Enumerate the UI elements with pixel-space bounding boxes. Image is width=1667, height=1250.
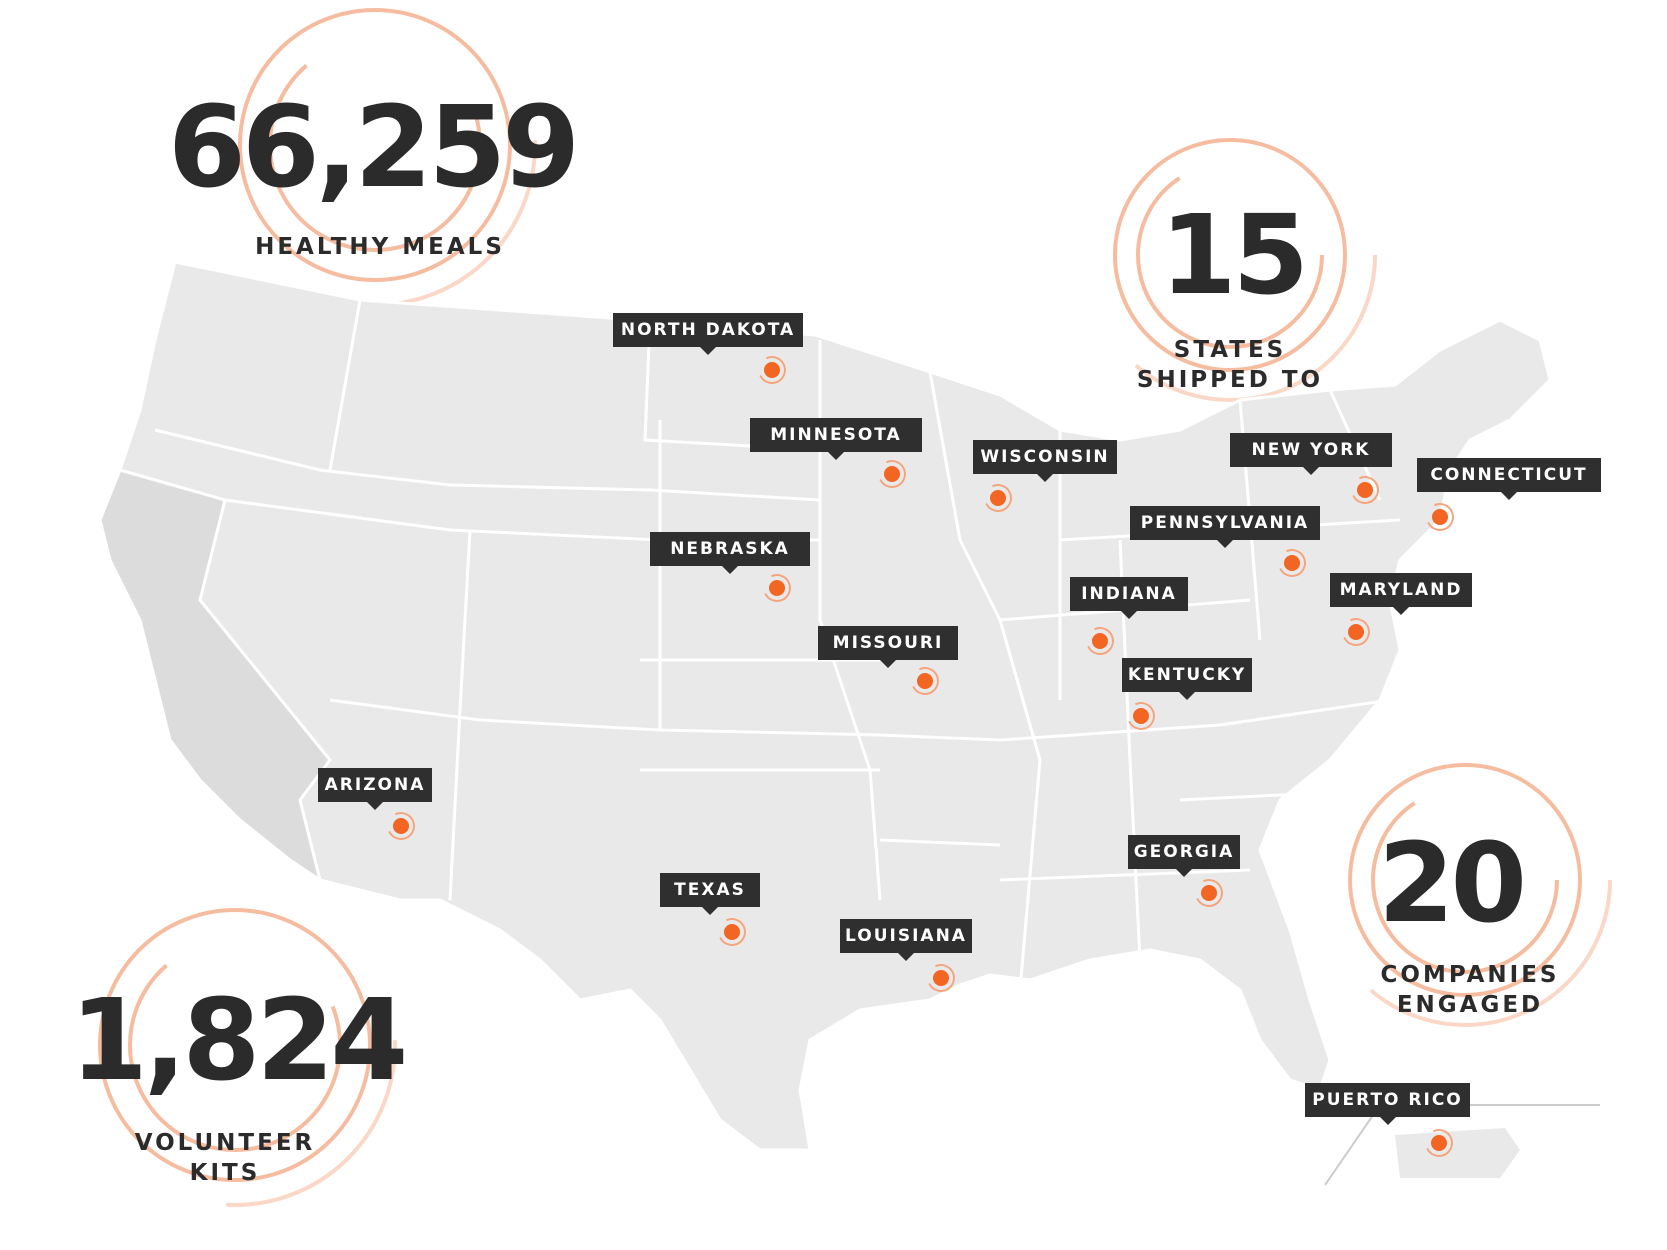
california-shape bbox=[98, 468, 332, 884]
tag-kentucky: KENTUCKY bbox=[1122, 658, 1252, 700]
tag-texas: TEXAS bbox=[660, 873, 760, 915]
tag-new-york: NEW YORK bbox=[1230, 433, 1392, 475]
kits-label-line1: VOLUNTEER bbox=[134, 1130, 316, 1156]
tag-indiana: INDIANA bbox=[1070, 577, 1188, 619]
meals-count: 66,259 bbox=[168, 83, 580, 213]
tag-missouri: MISSOURI bbox=[818, 626, 958, 668]
states-label-line2: SHIPPED TO bbox=[1136, 367, 1324, 393]
tag-connecticut: CONNECTICUT bbox=[1417, 458, 1601, 500]
location-marker-icon bbox=[1347, 472, 1383, 508]
location-marker-icon bbox=[383, 808, 419, 844]
tag-minnesota: MINNESOTA bbox=[750, 418, 922, 460]
location-marker-icon bbox=[1123, 698, 1159, 734]
location-marker-icon bbox=[1082, 623, 1118, 659]
tag-north-dakota: NORTH DAKOTA bbox=[613, 313, 803, 355]
location-marker-icon bbox=[1338, 614, 1374, 650]
location-marker-icon bbox=[1191, 875, 1227, 911]
location-marker-icon bbox=[874, 456, 910, 492]
location-marker-icon bbox=[759, 570, 795, 606]
tag-nebraska: NEBRASKA bbox=[650, 532, 810, 574]
tag-louisiana: LOUISIANA bbox=[840, 919, 972, 961]
location-marker-icon bbox=[907, 663, 943, 699]
tag-georgia: GEORGIA bbox=[1128, 835, 1240, 877]
companies-label-line2: ENGAGED bbox=[1396, 992, 1544, 1018]
location-marker-icon bbox=[1422, 499, 1458, 535]
tag-wisconsin: WISCONSIN bbox=[973, 440, 1117, 482]
decorative-rings bbox=[73, 0, 1612, 1207]
location-marker-icon bbox=[754, 352, 790, 388]
location-marker-icon bbox=[1274, 545, 1310, 581]
tag-maryland: MARYLAND bbox=[1330, 573, 1472, 615]
states-count: 15 bbox=[1160, 191, 1309, 319]
kits-count: 1,824 bbox=[70, 976, 408, 1106]
kits-label-line2: KITS bbox=[189, 1160, 261, 1186]
tag-pennsylvania: PENNSYLVANIA bbox=[1130, 506, 1320, 548]
tag-puerto-rico: PUERTO RICO bbox=[1305, 1083, 1470, 1125]
location-marker-icon bbox=[714, 914, 750, 950]
puerto-rico-shape bbox=[1395, 1128, 1520, 1178]
tag-arizona: ARIZONA bbox=[318, 768, 432, 810]
location-marker-icon bbox=[1421, 1125, 1457, 1161]
location-marker-icon bbox=[980, 480, 1016, 516]
meals-label: HEALTHY MEALS bbox=[255, 234, 505, 260]
puerto-rico-callout-line-2 bbox=[1324, 1104, 1381, 1186]
companies-label-line1: COMPANIES bbox=[1380, 962, 1560, 988]
location-marker-icon bbox=[923, 960, 959, 996]
states-label-line1: STATES bbox=[1173, 337, 1287, 363]
companies-count: 20 bbox=[1378, 819, 1527, 947]
